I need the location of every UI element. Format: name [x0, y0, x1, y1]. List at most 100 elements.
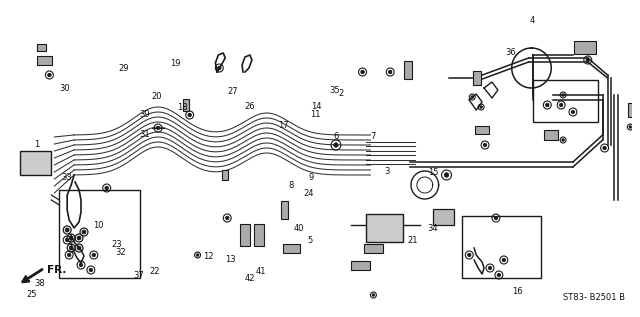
- Text: 37: 37: [134, 271, 145, 280]
- Bar: [254, 224, 264, 246]
- Text: 9: 9: [308, 173, 314, 182]
- Bar: [365, 214, 403, 242]
- Bar: [545, 130, 558, 140]
- Circle shape: [92, 253, 95, 257]
- Circle shape: [480, 106, 483, 108]
- Circle shape: [79, 263, 83, 267]
- Text: 23: 23: [111, 240, 122, 249]
- Text: 27: 27: [227, 87, 238, 96]
- Bar: [628, 103, 636, 117]
- Circle shape: [629, 126, 632, 128]
- Text: 20: 20: [152, 92, 162, 101]
- Bar: [20, 151, 51, 175]
- Circle shape: [69, 246, 73, 250]
- Bar: [404, 61, 412, 79]
- Text: 7: 7: [371, 132, 376, 141]
- Circle shape: [65, 238, 69, 242]
- Text: 13: 13: [225, 256, 236, 264]
- Circle shape: [47, 73, 51, 77]
- Bar: [574, 41, 596, 54]
- Text: 39: 39: [139, 110, 150, 119]
- Text: 6: 6: [333, 132, 339, 141]
- Bar: [351, 261, 371, 269]
- Text: FR.: FR.: [47, 265, 67, 275]
- Circle shape: [497, 273, 500, 277]
- Bar: [183, 99, 189, 111]
- Text: 34: 34: [428, 224, 438, 233]
- Bar: [36, 43, 47, 50]
- Circle shape: [494, 216, 498, 220]
- Bar: [240, 224, 250, 246]
- Text: 25: 25: [26, 290, 37, 299]
- Text: 4: 4: [530, 16, 535, 25]
- Circle shape: [562, 139, 564, 141]
- Text: 29: 29: [118, 64, 129, 73]
- Text: 38: 38: [34, 279, 45, 288]
- Text: 21: 21: [407, 236, 417, 245]
- Circle shape: [639, 136, 640, 138]
- Text: 40: 40: [293, 224, 303, 233]
- Text: 8: 8: [288, 181, 294, 190]
- Circle shape: [333, 143, 338, 147]
- Text: 3: 3: [384, 167, 390, 176]
- Text: 11: 11: [310, 110, 320, 119]
- Circle shape: [372, 294, 375, 296]
- Text: ST83- B2501 B: ST83- B2501 B: [563, 293, 625, 302]
- Text: 17: 17: [278, 121, 289, 130]
- Bar: [36, 55, 52, 64]
- Text: 26: 26: [244, 102, 255, 111]
- Circle shape: [218, 66, 221, 70]
- Circle shape: [388, 70, 392, 74]
- Text: 24: 24: [303, 189, 314, 198]
- Circle shape: [467, 253, 471, 257]
- Bar: [282, 243, 300, 253]
- Text: 30: 30: [59, 84, 70, 93]
- Bar: [364, 243, 383, 253]
- Bar: [60, 190, 140, 278]
- Text: 42: 42: [244, 274, 255, 283]
- Text: 35: 35: [330, 86, 340, 95]
- Text: 2: 2: [339, 89, 344, 98]
- Circle shape: [105, 186, 108, 190]
- Bar: [473, 71, 481, 85]
- Circle shape: [196, 254, 199, 256]
- Text: 31: 31: [139, 130, 150, 139]
- Text: 32: 32: [115, 248, 125, 256]
- Circle shape: [488, 266, 492, 270]
- Circle shape: [545, 103, 549, 107]
- Circle shape: [483, 143, 487, 147]
- Text: 12: 12: [204, 252, 214, 261]
- Bar: [462, 216, 541, 278]
- Circle shape: [67, 253, 71, 257]
- Circle shape: [571, 110, 575, 114]
- Bar: [534, 80, 598, 122]
- Circle shape: [65, 228, 69, 232]
- Circle shape: [502, 258, 506, 262]
- Text: 19: 19: [170, 59, 181, 68]
- Text: 16: 16: [512, 287, 522, 296]
- Text: 15: 15: [428, 168, 438, 177]
- Circle shape: [603, 146, 606, 150]
- Circle shape: [77, 236, 81, 240]
- Circle shape: [586, 58, 589, 62]
- Circle shape: [77, 246, 81, 250]
- Circle shape: [559, 103, 563, 107]
- Bar: [222, 170, 228, 180]
- Circle shape: [444, 173, 449, 177]
- Circle shape: [188, 113, 191, 117]
- Circle shape: [471, 96, 474, 98]
- Circle shape: [89, 268, 93, 272]
- Circle shape: [69, 236, 73, 240]
- Circle shape: [361, 70, 364, 74]
- Circle shape: [562, 94, 564, 96]
- Text: 36: 36: [506, 48, 516, 57]
- Text: 10: 10: [93, 221, 103, 230]
- Circle shape: [156, 126, 160, 130]
- Text: 33: 33: [61, 173, 72, 182]
- Text: 1: 1: [34, 140, 39, 149]
- Text: 22: 22: [150, 267, 160, 275]
- Circle shape: [82, 230, 86, 234]
- Text: 14: 14: [311, 102, 321, 111]
- Text: 41: 41: [255, 268, 266, 276]
- Bar: [475, 126, 489, 134]
